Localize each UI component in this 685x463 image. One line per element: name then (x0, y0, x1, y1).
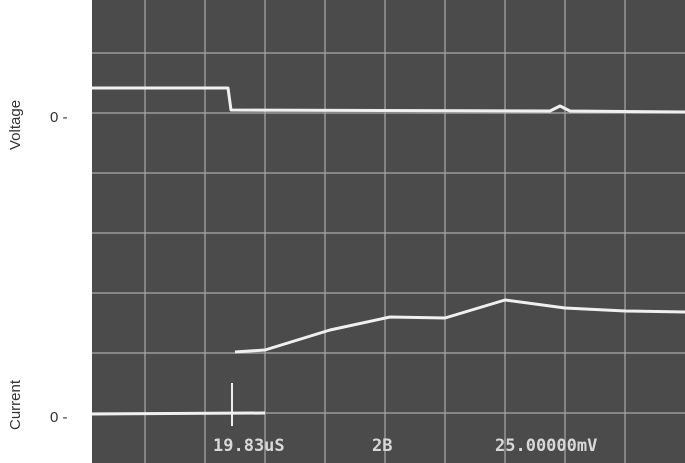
readout-scale: 25.00000mV (495, 436, 597, 456)
voltage-zero: 0 - (50, 109, 68, 126)
current-label: Current (7, 379, 24, 430)
readout-channel: 2B (372, 436, 392, 456)
scope-capture: Voltage 0 - Current 0 - 19.83uS 2B 25.00… (0, 0, 685, 463)
readout-time: 19.83uS (213, 436, 285, 456)
current-zero: 0 - (50, 409, 68, 426)
current-baseline (92, 413, 265, 414)
scope-screen (92, 0, 685, 463)
voltage-label: Voltage (7, 100, 24, 150)
